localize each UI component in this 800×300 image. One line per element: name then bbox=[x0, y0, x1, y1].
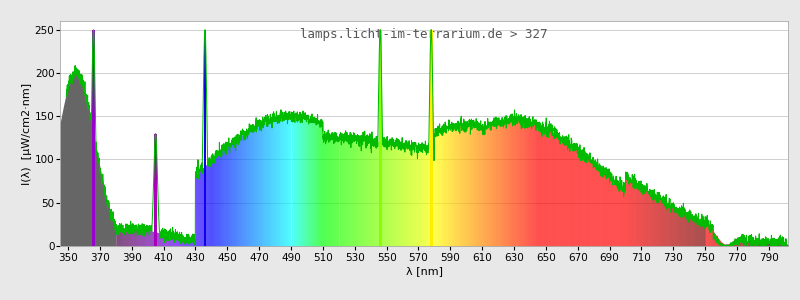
Y-axis label: I(λ)  [µW/cm2·nm]: I(λ) [µW/cm2·nm] bbox=[22, 82, 32, 184]
X-axis label: λ [nm]: λ [nm] bbox=[406, 266, 442, 276]
Text: lamps.licht-im-terrarium.de > 327: lamps.licht-im-terrarium.de > 327 bbox=[300, 28, 548, 41]
